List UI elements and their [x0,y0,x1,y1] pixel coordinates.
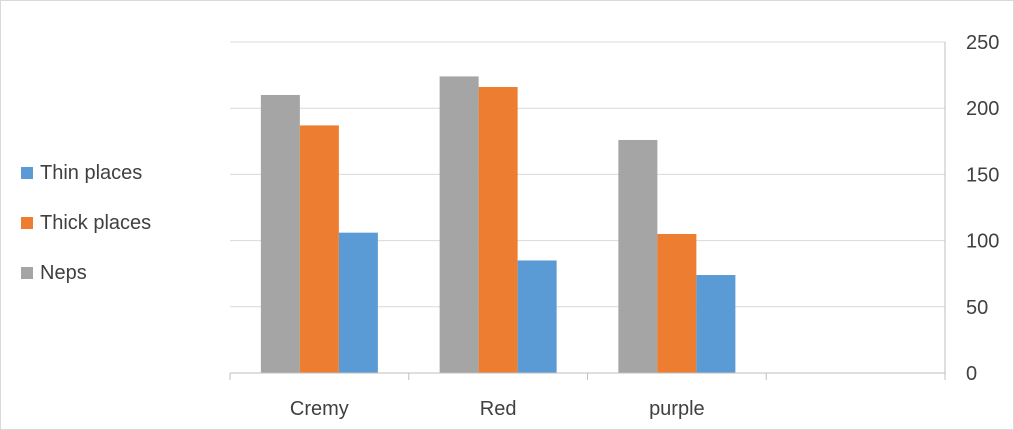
axes [229,42,946,380]
legend-swatch-thin-places [21,167,33,179]
bar-thick-places [299,125,339,373]
y-tick-label: 100 [966,231,999,253]
legend-swatch-thick-places [21,217,33,229]
bar-neps [618,139,658,373]
tick-labels: 0 50 100 150 200 250 Cremy Red purple [290,32,999,420]
legend-item-thin-places: Thin places [21,161,151,185]
bar-neps [439,76,479,373]
x-tick-label: Cremy [290,398,349,420]
y-tick-label: 150 [966,164,999,186]
bars [260,76,736,374]
legend-label: Thin places [40,161,143,184]
legend: Thin places Thick places Neps [21,161,151,311]
y-tick-label: 250 [966,32,999,54]
y-tick-label: 50 [966,297,988,319]
legend-item-neps: Neps [21,261,151,285]
bar-thin-places [338,232,378,373]
legend-label: Thick places [40,211,152,234]
y-tick-label: 0 [966,363,977,385]
bar-thick-places [657,233,697,373]
x-tick-label: purple [649,398,705,420]
legend-label: Neps [40,261,87,284]
y-tick-label: 200 [966,98,999,120]
bar-neps [260,94,300,374]
legend-swatch-neps [21,267,33,279]
x-tick-label: Red [480,398,517,420]
bar-thick-places [478,87,518,374]
legend-item-thick-places: Thick places [21,211,151,235]
bar-thin-places [517,260,557,373]
bar-thin-places [696,275,736,373]
